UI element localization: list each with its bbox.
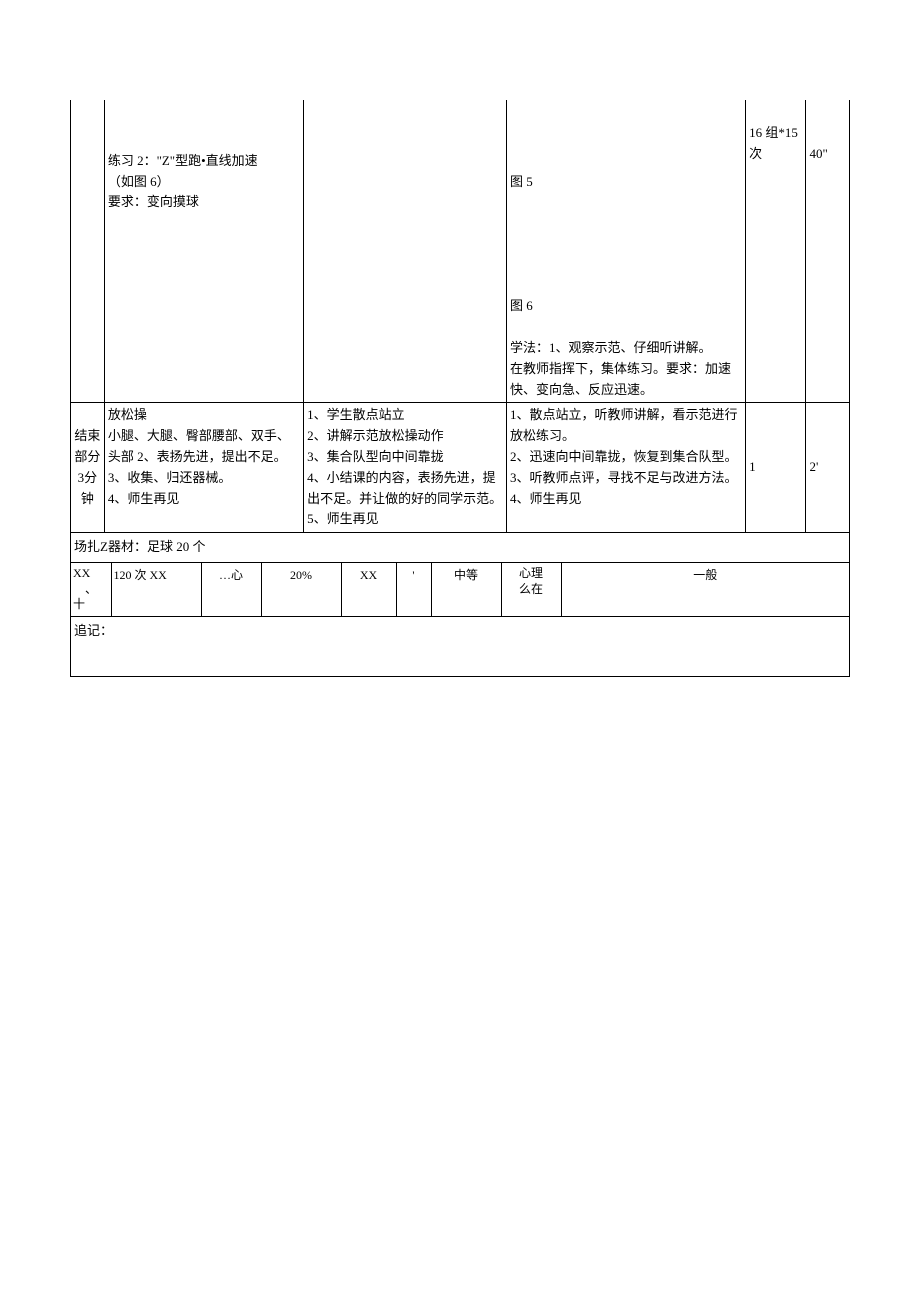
- time-cell: 40": [806, 100, 850, 403]
- table-row: XX 、十 120 次 XX …心 20% XX ' 中等 心理 么在 一般: [71, 562, 850, 616]
- count-cell: 16 组*15 次: [746, 100, 806, 403]
- method2-cell: 图 5 图 6 学法：1、观察示范、仔细听讲解。 在教师指挥下，集体练习。要求：…: [506, 100, 745, 403]
- table-row: 追记：: [71, 616, 850, 676]
- stat-cell: 20%: [261, 563, 341, 616]
- stat-cell: …心: [201, 563, 261, 616]
- section-label-end: 结束部分3分钟: [71, 403, 105, 533]
- content-cell: 放松操 小腿、大腿、臀部腰部、双手、头部 2、表扬先进，提出不足。 3、收集、归…: [104, 403, 303, 533]
- stat-cell: 中等: [431, 563, 501, 616]
- table-row: 结束部分3分钟 放松操 小腿、大腿、臀部腰部、双手、头部 2、表扬先进，提出不足…: [71, 403, 850, 533]
- section-cell-empty: [71, 100, 105, 403]
- stat-cell: ': [396, 563, 431, 616]
- stat-cell: 一般: [561, 563, 849, 616]
- stat-cell: 120 次 XX: [111, 563, 201, 616]
- stats-row-container: XX 、十 120 次 XX …心 20% XX ' 中等 心理 么在 一般: [71, 562, 850, 616]
- stat-cell: XX 、十: [71, 563, 111, 616]
- stat-cell: 心理 么在: [501, 563, 561, 616]
- stat-cell: XX: [341, 563, 396, 616]
- method1-cell: [304, 100, 507, 403]
- time-cell: 2': [806, 403, 850, 533]
- lesson-plan-table: 练习 2："Z"型跑•直线加速 （如图 6） 要求：变向摸球 图 5 图 6 学…: [70, 100, 850, 677]
- method2-cell: 1、散点站立，听教师讲解，看示范进行放松练习。 2、迅速向中间靠拢，恢复到集合队…: [506, 403, 745, 533]
- table-row: 场扎Z器材：足球 20 个: [71, 533, 850, 563]
- method1-cell: 1、学生散点站立 2、讲解示范放松操动作 3、集合队型向中间靠拢 4、小结课的内…: [304, 403, 507, 533]
- notes-cell: 追记：: [71, 616, 850, 676]
- content-cell: 练习 2："Z"型跑•直线加速 （如图 6） 要求：变向摸球: [104, 100, 303, 403]
- count-cell: 1: [746, 403, 806, 533]
- table-row: 练习 2："Z"型跑•直线加速 （如图 6） 要求：变向摸球 图 5 图 6 学…: [71, 100, 850, 403]
- equipment-cell: 场扎Z器材：足球 20 个: [71, 533, 850, 563]
